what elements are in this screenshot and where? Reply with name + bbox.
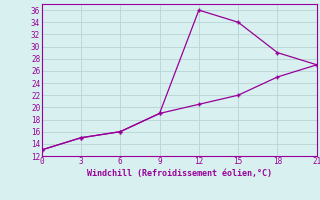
- X-axis label: Windchill (Refroidissement éolien,°C): Windchill (Refroidissement éolien,°C): [87, 169, 272, 178]
